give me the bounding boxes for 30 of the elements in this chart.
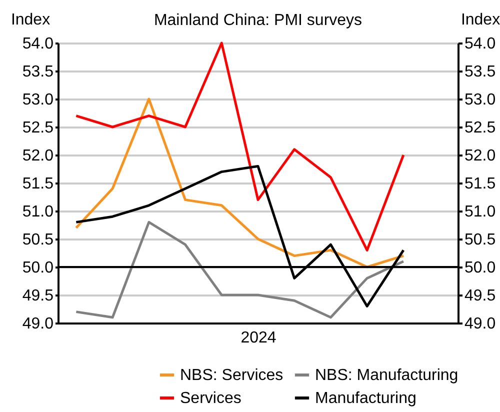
y-axis-title: Index	[10, 12, 50, 28]
y-tick-label: 54.0	[22, 36, 54, 52]
y-tick-label: 51.5	[22, 176, 54, 192]
y-tick-label: 53.0	[22, 92, 54, 108]
y-tick-label: 49.0	[22, 316, 54, 332]
y-tick-label: 53.5	[22, 64, 54, 80]
y2-tick-label: 50.0	[464, 260, 496, 276]
y-tick-label: 51.0	[22, 204, 54, 220]
legend-label: Services	[180, 390, 242, 407]
y-tick-label: 49.5	[22, 288, 54, 304]
y2-tick-label: 49.5	[464, 288, 496, 304]
legend-label: NBS: Manufacturing	[315, 367, 458, 384]
y-tick-label: 52.0	[22, 148, 54, 164]
x-tick-label: 2024	[240, 330, 276, 346]
y2-tick-label: 50.5	[464, 232, 496, 248]
y2-tick-label: 54.0	[464, 36, 496, 52]
y2-tick-label: 53.5	[464, 64, 496, 80]
y-tick-label: 52.5	[22, 120, 54, 136]
y-tick-label: 50.5	[22, 232, 54, 248]
y2-axis-title: Index	[460, 12, 500, 28]
chart-title: Mainland China: PMI surveys	[154, 12, 362, 29]
y2-tick-label: 52.5	[464, 120, 496, 136]
y2-tick-label: 51.0	[464, 204, 496, 220]
y2-tick-label: 52.0	[464, 148, 496, 164]
y2-tick-label: 49.0	[464, 316, 496, 332]
y-tick-label: 50.0	[22, 260, 54, 276]
legend-label: Manufacturing	[315, 390, 416, 407]
y2-tick-label: 51.5	[464, 176, 496, 192]
legend-label: NBS: Services	[180, 367, 284, 384]
y2-tick-label: 53.0	[464, 92, 496, 108]
